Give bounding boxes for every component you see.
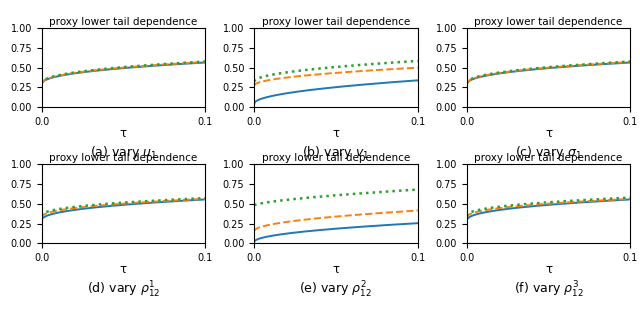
Text: (a) vary $u_1$: (a) vary $u_1$: [90, 144, 157, 161]
Title: proxy lower tail dependence: proxy lower tail dependence: [262, 154, 410, 163]
Text: (c) vary $\sigma_1$: (c) vary $\sigma_1$: [515, 144, 582, 161]
Text: (f) vary $\rho^3_{12}$: (f) vary $\rho^3_{12}$: [514, 280, 584, 300]
X-axis label: τ: τ: [120, 263, 127, 276]
Text: (e) vary $\rho^2_{12}$: (e) vary $\rho^2_{12}$: [300, 280, 372, 300]
Title: proxy lower tail dependence: proxy lower tail dependence: [262, 17, 410, 27]
Title: proxy lower tail dependence: proxy lower tail dependence: [474, 17, 623, 27]
X-axis label: τ: τ: [332, 263, 340, 276]
Text: (b) vary $v_1$: (b) vary $v_1$: [302, 144, 370, 161]
X-axis label: τ: τ: [332, 127, 340, 140]
X-axis label: τ: τ: [120, 127, 127, 140]
X-axis label: τ: τ: [545, 127, 552, 140]
Title: proxy lower tail dependence: proxy lower tail dependence: [474, 154, 623, 163]
Text: (d) vary $\rho^1_{12}$: (d) vary $\rho^1_{12}$: [86, 280, 160, 300]
Title: proxy lower tail dependence: proxy lower tail dependence: [49, 17, 198, 27]
X-axis label: τ: τ: [545, 263, 552, 276]
Title: proxy lower tail dependence: proxy lower tail dependence: [49, 154, 198, 163]
